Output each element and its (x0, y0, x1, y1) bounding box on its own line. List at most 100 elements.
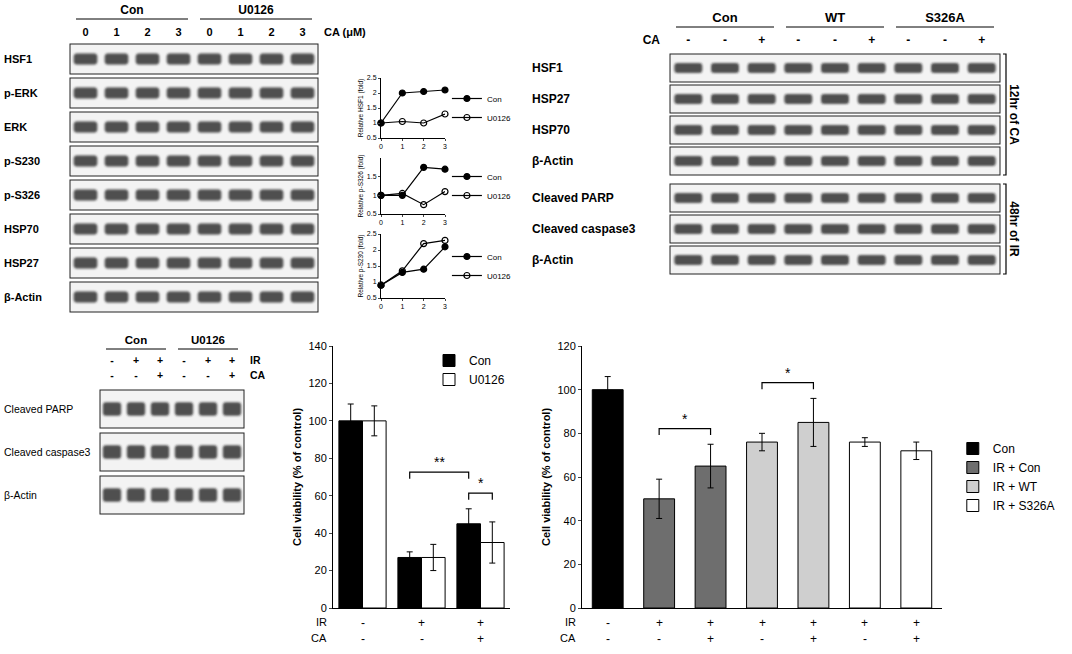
svg-text:Cleaved caspase3: Cleaved caspase3 (532, 222, 636, 236)
svg-text:S326A: S326A (925, 10, 965, 25)
svg-text:3: 3 (175, 26, 181, 38)
svg-text:Con: Con (487, 95, 502, 104)
svg-text:CA: CA (311, 632, 327, 644)
svg-text:+: + (157, 369, 163, 381)
svg-text:+: + (707, 632, 714, 646)
svg-text:1.5: 1.5 (367, 262, 377, 269)
svg-text:+: + (229, 369, 235, 381)
svg-text:Cleaved PARP: Cleaved PARP (532, 191, 614, 205)
svg-text:-: - (943, 33, 947, 47)
svg-text:U0126: U0126 (487, 192, 511, 201)
svg-text:+: + (205, 354, 211, 366)
svg-text:p-S326: p-S326 (4, 189, 40, 201)
svg-text:+: + (868, 33, 875, 47)
svg-text:140: 140 (308, 340, 326, 352)
svg-text:100: 100 (557, 384, 575, 396)
svg-text:-: - (110, 354, 114, 366)
svg-text:40: 40 (564, 515, 576, 527)
svg-text:*: * (785, 365, 791, 381)
svg-text:0: 0 (206, 26, 212, 38)
svg-text:+: + (758, 33, 765, 47)
svg-text:*: * (478, 475, 484, 491)
svg-text:3: 3 (443, 143, 447, 150)
svg-text:p-S230: p-S230 (4, 155, 40, 167)
svg-text:+: + (913, 616, 920, 630)
svg-text:**: ** (434, 454, 445, 470)
svg-text:-: - (723, 33, 727, 47)
svg-text:-: - (657, 632, 661, 646)
svg-text:-: - (760, 632, 764, 646)
svg-text:+: + (477, 632, 484, 646)
svg-text:2: 2 (144, 26, 150, 38)
svg-text:-: - (833, 33, 837, 47)
svg-text:1: 1 (400, 143, 404, 150)
svg-text:Cleaved PARP: Cleaved PARP (4, 403, 73, 415)
svg-text:Cell viability (% of control): Cell viability (% of control) (540, 408, 552, 546)
svg-text:-: - (906, 33, 910, 47)
svg-text:Con: Con (993, 442, 1015, 456)
svg-text:U0126: U0126 (191, 334, 225, 346)
svg-text:HSF1: HSF1 (4, 53, 32, 65)
svg-text:Con: Con (120, 3, 143, 17)
svg-text:-: - (134, 369, 138, 381)
svg-text:1: 1 (373, 278, 377, 285)
svg-text:2.5: 2.5 (367, 74, 377, 81)
svg-text:20: 20 (564, 558, 576, 570)
svg-text:0: 0 (379, 143, 383, 150)
svg-text:ERK: ERK (4, 121, 27, 133)
svg-text:-: - (110, 369, 114, 381)
svg-text:0: 0 (379, 219, 383, 226)
svg-text:+: + (157, 354, 163, 366)
svg-text:+: + (133, 354, 139, 366)
svg-text:β-Actin: β-Actin (532, 253, 573, 267)
svg-text:HSF1: HSF1 (532, 61, 563, 75)
svg-text:2: 2 (422, 219, 426, 226)
svg-text:0.5: 0.5 (367, 210, 377, 217)
svg-text:80: 80 (564, 427, 576, 439)
svg-text:U0126: U0126 (469, 373, 505, 387)
svg-text:0: 0 (321, 602, 327, 614)
svg-text:+: + (861, 616, 868, 630)
svg-text:CA: CA (643, 33, 661, 47)
svg-text:0.5: 0.5 (367, 294, 377, 301)
svg-text:U0126: U0126 (238, 3, 274, 17)
svg-text:HSP27: HSP27 (532, 92, 570, 106)
svg-text:U0126: U0126 (487, 114, 511, 123)
svg-text:+: + (978, 33, 985, 47)
svg-text:IR + WT: IR + WT (993, 480, 1038, 494)
svg-text:0.5: 0.5 (367, 134, 377, 141)
svg-text:Con: Con (487, 253, 502, 262)
svg-text:U0126: U0126 (487, 272, 511, 281)
svg-text:-: - (796, 33, 800, 47)
svg-text:1.5: 1.5 (367, 104, 377, 111)
svg-text:Con: Con (125, 334, 147, 346)
svg-text:40: 40 (315, 527, 327, 539)
svg-text:2.5: 2.5 (367, 230, 377, 237)
svg-text:1: 1 (237, 26, 243, 38)
svg-text:IR: IR (565, 616, 576, 628)
svg-text:+: + (810, 632, 817, 646)
svg-text:+: + (477, 616, 484, 630)
svg-text:+: + (656, 616, 663, 630)
svg-text:-: - (606, 616, 610, 630)
svg-text:HSP70: HSP70 (4, 223, 39, 235)
svg-text:HSP70: HSP70 (532, 123, 570, 137)
svg-text:IR: IR (250, 354, 261, 366)
svg-text:Relative HSF1 (fold): Relative HSF1 (fold) (357, 79, 365, 138)
svg-text:+: + (418, 616, 425, 630)
svg-text:2: 2 (268, 26, 274, 38)
svg-text:-: - (361, 616, 365, 630)
svg-text:CA: CA (560, 632, 576, 644)
svg-text:3: 3 (443, 219, 447, 226)
svg-text:Relative p-S230 (fold): Relative p-S230 (fold) (357, 235, 365, 298)
svg-text:-: - (420, 632, 424, 646)
svg-text:3: 3 (443, 303, 447, 310)
svg-text:120: 120 (557, 340, 575, 352)
svg-text:60: 60 (564, 471, 576, 483)
svg-text:CA: CA (250, 369, 266, 381)
svg-text:48hr of IR: 48hr of IR (1007, 201, 1021, 257)
svg-text:β-Actin: β-Actin (4, 489, 37, 501)
svg-text:IR + Con: IR + Con (993, 461, 1041, 475)
svg-text:1: 1 (373, 192, 377, 199)
svg-text:1.5: 1.5 (367, 173, 377, 180)
